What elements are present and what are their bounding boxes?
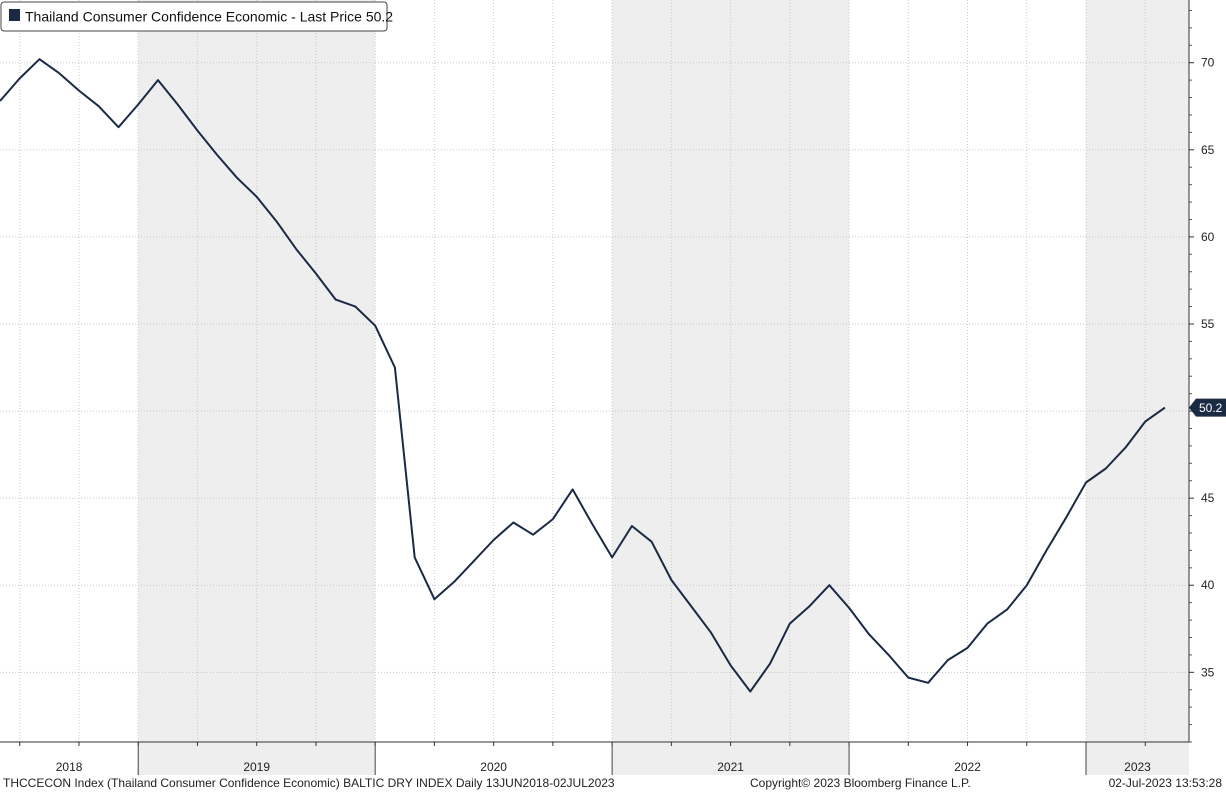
y-axis-labels: 3540455055606570 [1201,56,1215,680]
x-tick-label: 2023 [1124,760,1151,774]
y-tick-label: 35 [1201,665,1215,679]
last-price-tag [1189,398,1226,417]
y-tick-label: 55 [1201,317,1215,331]
grid-lines [0,0,1189,742]
y-tick-label: 70 [1201,56,1215,70]
legend-swatch [9,9,20,21]
last-price-label: 50.2 [1199,401,1223,415]
last-price-marker: 50.2 [1189,398,1226,417]
x-tick-label: 2022 [954,760,981,774]
axes [0,0,1194,775]
x-tick-label: 2020 [480,760,507,774]
legend-label: Thailand Consumer Confidence Economic - … [25,9,393,25]
y-tick-label: 60 [1201,230,1215,244]
footer-timestamp: 02-Jul-2023 13:53:28 [1108,776,1222,790]
footer-source: THCCECON Index (Thailand Consumer Confid… [3,776,615,790]
x-axis-labels: 2018 2019 2020 2021 2022 2023 [56,760,1151,774]
x-tick-label: 2019 [243,760,270,774]
year-bands [138,0,1189,775]
footer-copyright: Copyright© 2023 Bloomberg Finance L.P. [750,776,971,790]
legend-box: Thailand Consumer Confidence Economic - … [0,1,393,32]
x-tick-label: 2018 [56,760,83,774]
y-tick-label: 65 [1201,143,1215,157]
y-tick-label: 40 [1201,578,1215,592]
series-line [0,58,1166,693]
x-tick-label: 2021 [717,760,744,774]
y-tick-label: 45 [1201,491,1215,505]
series-group [0,58,1166,693]
year-band-2023 [1086,0,1189,775]
